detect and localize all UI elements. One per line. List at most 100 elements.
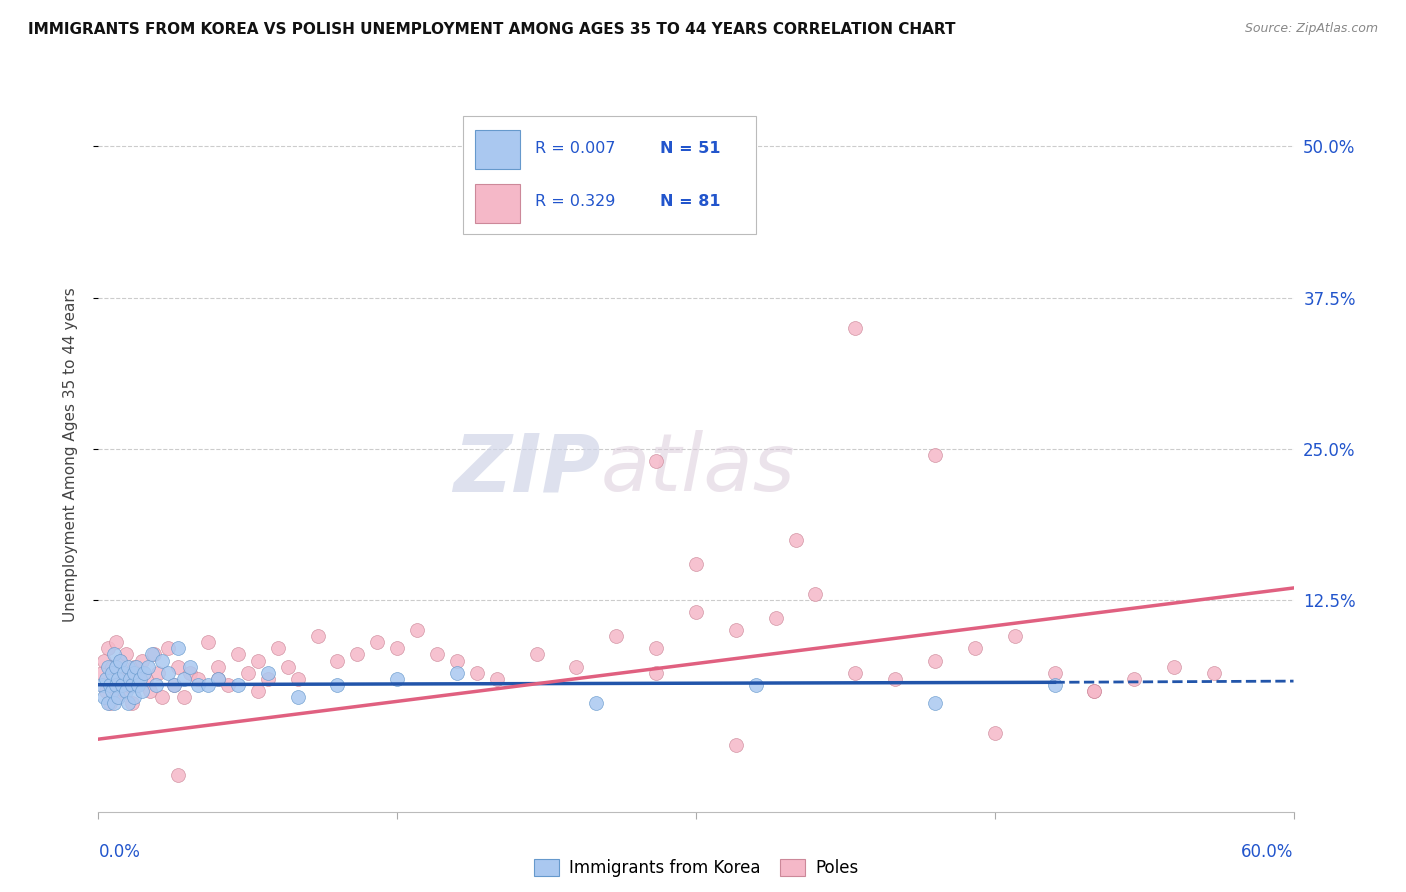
Point [117, 678, 139, 692]
Point [167, 768, 190, 782]
Point [924, 654, 946, 668]
Point [287, 672, 309, 686]
Point [125, 659, 148, 673]
Point [236, 665, 259, 680]
Point [110, 654, 132, 668]
Point [145, 678, 167, 692]
Point [197, 635, 219, 649]
Point [426, 648, 449, 662]
Point [112, 683, 135, 698]
Point [745, 678, 768, 692]
Point [226, 648, 249, 662]
Point [115, 648, 138, 662]
Point [107, 690, 129, 704]
Point [100, 696, 122, 710]
Point [148, 665, 170, 680]
Point [267, 641, 290, 656]
Point [150, 654, 173, 668]
Point [167, 641, 190, 656]
Point [115, 683, 138, 698]
Point [101, 659, 124, 673]
Point [97, 696, 120, 710]
Point [136, 659, 159, 673]
Point [585, 696, 607, 710]
Point [93, 690, 115, 704]
Point [124, 659, 146, 673]
Text: 60.0%: 60.0% [1241, 843, 1294, 861]
Point [111, 672, 134, 686]
Point [150, 690, 173, 704]
Point [207, 672, 229, 686]
Point [105, 678, 128, 692]
Point [105, 659, 128, 673]
Point [117, 659, 139, 673]
Point [100, 678, 122, 692]
Point [120, 665, 142, 680]
Point [207, 672, 229, 686]
Point [143, 648, 166, 662]
Point [187, 672, 209, 686]
Point [485, 672, 508, 686]
Point [110, 654, 132, 668]
Point [124, 690, 146, 704]
Point [1004, 629, 1026, 643]
Point [287, 690, 309, 704]
Text: R = 0.007: R = 0.007 [534, 141, 616, 155]
Point [124, 665, 146, 680]
Point [91, 665, 114, 680]
Point [105, 635, 128, 649]
Point [645, 454, 668, 468]
Point [685, 605, 707, 619]
Point [446, 654, 468, 668]
Point [765, 611, 787, 625]
Point [157, 641, 180, 656]
Point [97, 641, 120, 656]
Point [139, 683, 162, 698]
Point [125, 678, 148, 692]
Text: Source: ZipAtlas.com: Source: ZipAtlas.com [1244, 22, 1378, 36]
Point [179, 665, 201, 680]
Point [1043, 665, 1066, 680]
Point [884, 672, 907, 686]
Point [197, 678, 219, 692]
Point [141, 648, 163, 662]
Point [307, 629, 329, 643]
Point [465, 665, 488, 680]
Point [120, 672, 142, 686]
Point [127, 672, 149, 686]
Point [1083, 683, 1105, 698]
Point [1083, 683, 1105, 698]
Point [121, 696, 143, 710]
Point [97, 659, 120, 673]
Point [107, 672, 129, 686]
Point [179, 659, 201, 673]
Point [256, 665, 278, 680]
Point [96, 683, 118, 698]
Point [844, 321, 866, 335]
Point [131, 654, 153, 668]
Point [984, 726, 1007, 740]
Point [101, 683, 124, 698]
Point [1163, 659, 1185, 673]
Point [107, 690, 129, 704]
Y-axis label: Unemployment Among Ages 35 to 44 years: Unemployment Among Ages 35 to 44 years [63, 287, 77, 623]
Point [565, 659, 588, 673]
Point [785, 533, 807, 547]
Point [1043, 678, 1066, 692]
Point [96, 672, 118, 686]
Point [277, 659, 299, 673]
Point [963, 641, 986, 656]
Text: IMMIGRANTS FROM KOREA VS POLISH UNEMPLOYMENT AMONG AGES 35 TO 44 YEARS CORRELATI: IMMIGRANTS FROM KOREA VS POLISH UNEMPLOY… [28, 22, 956, 37]
Point [804, 587, 827, 601]
Point [724, 738, 747, 752]
Point [346, 648, 368, 662]
Point [157, 665, 180, 680]
Point [226, 678, 249, 692]
Text: R = 0.329: R = 0.329 [534, 194, 614, 209]
Point [924, 696, 946, 710]
Point [103, 648, 125, 662]
Point [685, 557, 707, 571]
Point [385, 641, 409, 656]
FancyBboxPatch shape [475, 184, 520, 223]
Text: ZIP: ZIP [453, 430, 600, 508]
